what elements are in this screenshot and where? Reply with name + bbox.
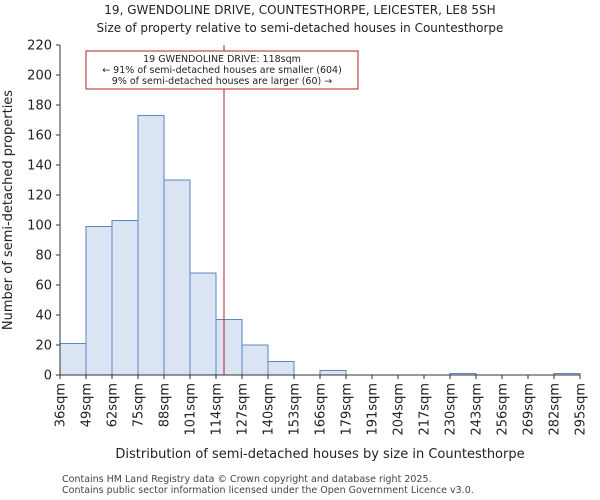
y-tick-label: 140 — [27, 159, 52, 174]
annotation-title: 19 GWENDOLINE DRIVE: 118sqm — [143, 54, 301, 65]
y-tick-label: 80 — [35, 249, 52, 264]
x-axis-label: Distribution of semi-detached houses by … — [115, 447, 524, 462]
annotation-box — [85, 50, 359, 90]
y-tick-label: 20 — [35, 339, 52, 354]
histogram-bar — [163, 179, 191, 376]
x-tick-label: 75sqm — [132, 383, 147, 427]
x-tick-label: 114sqm — [210, 383, 225, 436]
x-tick-label: 230sqm — [444, 383, 459, 436]
histogram-bar — [267, 361, 295, 376]
y-axis-label: Number of semi-detached properties — [1, 90, 16, 330]
x-tick-label: 62sqm — [106, 383, 121, 427]
y-tick-label: 220 — [27, 39, 52, 54]
x-tick-label: 36sqm — [54, 383, 69, 427]
histogram-bar — [215, 319, 243, 376]
histogram-bar — [241, 344, 269, 376]
y-tick-label: 180 — [27, 99, 52, 114]
x-tick-label: 88sqm — [158, 383, 173, 427]
x-tick-label: 191sqm — [366, 383, 381, 436]
histogram-bar — [319, 370, 347, 376]
footer-line-1: Contains HM Land Registry data © Crown c… — [62, 474, 432, 485]
x-tick-label: 256sqm — [496, 383, 511, 436]
x-tick-label: 243sqm — [470, 383, 485, 436]
y-tick-label: 200 — [27, 69, 52, 84]
y-tick-label: 40 — [35, 309, 52, 324]
x-tick-label: 101sqm — [184, 383, 199, 436]
x-tick-label: 295sqm — [574, 383, 589, 436]
y-tick-label: 160 — [27, 129, 52, 144]
histogram-bar — [85, 226, 113, 376]
x-tick-label: 217sqm — [418, 383, 433, 436]
annotation-larger-text: 9% of semi-detached houses are larger (6… — [112, 76, 332, 87]
histogram-bar — [59, 343, 87, 376]
x-tick-label: 140sqm — [262, 383, 277, 436]
x-tick-label: 282sqm — [548, 383, 563, 436]
y-tick-label: 0 — [44, 369, 52, 384]
x-tick-label: 127sqm — [236, 383, 251, 436]
histogram-bar — [111, 220, 139, 376]
histogram-bar — [137, 115, 165, 376]
chart-subtitle: Size of property relative to semi-detach… — [96, 21, 504, 35]
annotation-smaller-text: ← 91% of semi-detached houses are smalle… — [102, 65, 342, 76]
x-tick-label: 153sqm — [288, 383, 303, 436]
x-tick-label: 49sqm — [80, 383, 95, 427]
y-tick-label: 100 — [27, 219, 52, 234]
x-tick-label: 166sqm — [314, 383, 329, 436]
y-tick-label: 120 — [27, 189, 52, 204]
histogram-bar — [189, 272, 217, 376]
x-tick-label: 179sqm — [340, 383, 355, 436]
x-tick-label: 269sqm — [522, 383, 537, 436]
y-tick-label: 60 — [35, 279, 52, 294]
chart-title: 19, GWENDOLINE DRIVE, COUNTESTHORPE, LEI… — [104, 3, 496, 17]
footer-line-2: Contains public sector information licen… — [62, 485, 474, 496]
x-tick-label: 204sqm — [392, 383, 407, 436]
